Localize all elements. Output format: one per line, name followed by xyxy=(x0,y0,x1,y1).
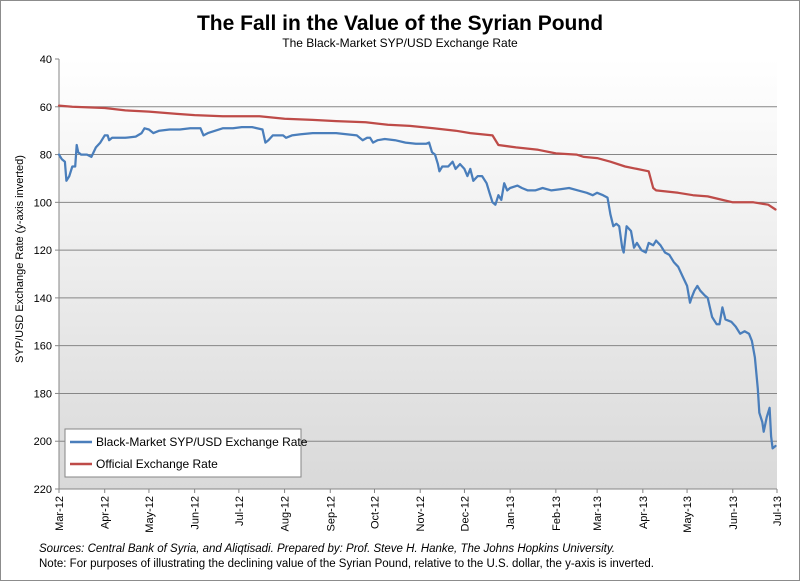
x-tick-label: Jul-13 xyxy=(772,496,784,526)
y-tick-label: 220 xyxy=(34,484,52,496)
inverted-axis-note: Note: For purposes of illustrating the d… xyxy=(39,558,654,570)
x-tick-label: Apr-12 xyxy=(100,496,112,529)
x-tick-label: Aug-12 xyxy=(280,496,292,531)
y-tick-label: 200 xyxy=(34,436,52,448)
y-tick-label: 160 xyxy=(34,341,52,353)
x-tick-label: Sep-12 xyxy=(325,496,337,531)
x-tick-label: Oct-12 xyxy=(370,496,382,529)
y-tick-label: 120 xyxy=(34,245,52,257)
y-tick-label: 40 xyxy=(40,54,52,66)
legend-label-black-market: Black-Market SYP/USD Exchange Rate xyxy=(96,435,308,449)
x-tick-label: May-13 xyxy=(682,496,694,533)
x-tick-label: Jun-13 xyxy=(728,496,740,530)
gridlines xyxy=(59,106,777,442)
y-axis-ticks: 40 60 80 100 120 140 160 180 200 220 xyxy=(34,54,59,496)
y-tick-label: 180 xyxy=(34,388,52,400)
x-tick-label: Jan-13 xyxy=(505,496,517,530)
x-tick-label: Mar-12 xyxy=(54,496,66,531)
y-axis-label: SYP/USD Exchange Rate (y-axis inverted) xyxy=(14,155,26,363)
chart-subtitle: The Black-Market SYP/USD Exchange Rate xyxy=(282,36,518,50)
x-tick-label: Jun-12 xyxy=(190,496,202,530)
y-tick-label: 100 xyxy=(34,197,52,209)
series-official-line xyxy=(57,104,777,211)
series-black-market-line xyxy=(57,125,777,450)
legend-box xyxy=(64,428,302,478)
x-tick-label: Jul-12 xyxy=(234,496,246,526)
x-tick-label: May-12 xyxy=(144,496,156,533)
x-tick-label: Mar-13 xyxy=(592,496,604,531)
legend-label-official: Official Exchange Rate xyxy=(96,457,218,471)
chart-notes: Sources: Central Bank of Syria, and Aliq… xyxy=(39,542,789,572)
x-axis-ticks: Mar-12 Apr-12 May-12 Jun-12 Jul-12 Aug-12 Sep-… xyxy=(54,489,784,533)
x-tick-label: Nov-12 xyxy=(415,496,427,531)
x-tick-label: Dec-12 xyxy=(459,496,471,531)
chart-title: The Fall in the Value of the Syrian Poun… xyxy=(197,12,603,35)
series-lines xyxy=(57,104,777,450)
y-tick-label: 60 xyxy=(40,102,52,114)
y-tick-label: 140 xyxy=(34,293,52,305)
legend: Black-Market SYP/USD Exchange Rate Offic… xyxy=(64,428,308,478)
sources-note: Sources: Central Bank of Syria, and Aliq… xyxy=(39,543,615,555)
x-tick-label: Apr-13 xyxy=(638,496,650,529)
x-tick-label: Feb-13 xyxy=(551,496,563,531)
y-tick-label: 80 xyxy=(40,150,52,162)
plot-area xyxy=(59,59,777,489)
